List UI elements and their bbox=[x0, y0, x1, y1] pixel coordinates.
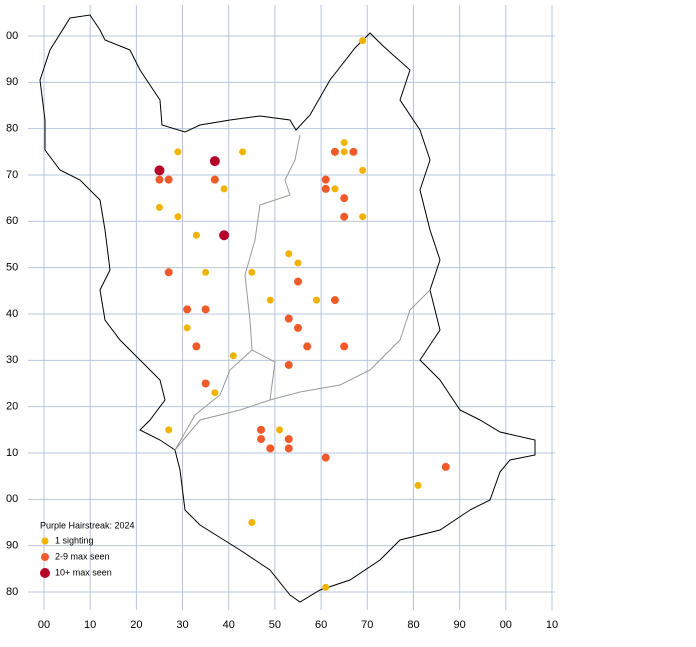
record-dot bbox=[349, 147, 358, 156]
legend-swatch bbox=[41, 537, 49, 545]
record-dot bbox=[414, 481, 422, 489]
record-dot bbox=[321, 175, 330, 184]
record-dot bbox=[441, 462, 450, 471]
record-dot bbox=[164, 268, 173, 277]
record-dot bbox=[174, 148, 182, 156]
record-dot bbox=[219, 230, 230, 241]
legend-label: 1 sighting bbox=[55, 535, 94, 545]
record-dot bbox=[201, 379, 210, 388]
y-tick-label: 40 bbox=[6, 308, 18, 320]
y-tick-label: 90 bbox=[6, 76, 18, 88]
record-dot bbox=[330, 147, 339, 156]
x-tick-label: 00 bbox=[38, 619, 50, 631]
record-dot bbox=[266, 296, 274, 304]
record-dot bbox=[165, 426, 173, 434]
y-tick-label: 80 bbox=[6, 123, 18, 135]
legend-items: 1 sighting 2-9 max seen 10+ max seen bbox=[40, 535, 112, 578]
y-tick-label: 10 bbox=[6, 447, 18, 459]
legend: Purple Hairstreak: 2024 1 sighting 2-9 ma… bbox=[40, 520, 135, 578]
record-dot bbox=[248, 519, 256, 526]
record-dot bbox=[340, 148, 348, 156]
record-dot bbox=[192, 231, 200, 239]
x-tick-label: 60 bbox=[315, 619, 327, 631]
district-boundary bbox=[251, 349, 276, 401]
legend-title: Purple Hairstreak: 2024 bbox=[40, 520, 135, 530]
y-tick-label: 90 bbox=[6, 540, 18, 552]
record-dot bbox=[330, 296, 339, 305]
x-tick-label: 10 bbox=[84, 619, 96, 631]
x-tick-label: 70 bbox=[361, 619, 373, 631]
record-dot bbox=[201, 305, 210, 314]
record-dot bbox=[340, 194, 349, 203]
record-dot bbox=[359, 37, 367, 45]
y-tick-label: 60 bbox=[6, 215, 18, 227]
record-dot bbox=[210, 175, 219, 184]
legend-label: 10+ max seen bbox=[55, 567, 112, 577]
points bbox=[154, 37, 450, 591]
y-tick-label: 20 bbox=[6, 401, 18, 413]
record-dot bbox=[340, 212, 349, 221]
y-tick-label: 70 bbox=[6, 169, 18, 181]
record-dot bbox=[340, 139, 348, 147]
y-tick-label: 30 bbox=[6, 354, 18, 366]
record-dot bbox=[154, 165, 165, 176]
record-dot bbox=[294, 277, 302, 286]
record-dot bbox=[239, 148, 247, 156]
record-dot bbox=[248, 268, 256, 276]
y-tick-label: 80 bbox=[6, 586, 18, 598]
x-tick-label: 20 bbox=[130, 619, 142, 631]
record-dot bbox=[284, 435, 293, 444]
record-dot bbox=[331, 185, 339, 193]
record-dot bbox=[284, 314, 293, 323]
record-dot bbox=[312, 296, 320, 304]
x-tick-label: 50 bbox=[269, 619, 281, 631]
record-dot bbox=[257, 425, 266, 434]
legend-swatch bbox=[40, 568, 50, 578]
x-tick-label: 40 bbox=[223, 619, 235, 631]
record-dot bbox=[202, 268, 210, 276]
record-dot bbox=[321, 184, 330, 193]
record-dot bbox=[220, 185, 228, 193]
x-tick-label: 80 bbox=[407, 619, 419, 631]
y-tick-label: 50 bbox=[6, 262, 18, 274]
district-boundary bbox=[174, 134, 301, 451]
record-dot bbox=[340, 342, 349, 351]
record-dot bbox=[284, 360, 293, 369]
legend-swatch bbox=[41, 553, 49, 561]
record-dot bbox=[276, 426, 284, 434]
y-tick-label: 00 bbox=[6, 30, 18, 42]
x-tick-label: 90 bbox=[454, 619, 466, 631]
record-dot bbox=[266, 444, 275, 453]
x-tick-label: 30 bbox=[176, 619, 188, 631]
record-dot bbox=[303, 342, 312, 351]
legend-label: 2-9 max seen bbox=[55, 551, 110, 561]
county-outline bbox=[39, 14, 536, 603]
record-dot bbox=[183, 324, 191, 332]
record-dot bbox=[257, 435, 266, 444]
record-dot bbox=[359, 166, 367, 174]
record-dot bbox=[322, 583, 330, 591]
record-dot bbox=[284, 444, 293, 453]
record-dot bbox=[183, 305, 192, 314]
record-dot bbox=[294, 259, 302, 267]
record-dot bbox=[285, 250, 293, 258]
record-dot bbox=[192, 342, 201, 351]
record-dot bbox=[155, 175, 164, 184]
record-dot bbox=[211, 389, 219, 397]
record-dot bbox=[294, 323, 302, 332]
record-dot bbox=[229, 352, 237, 360]
record-dot bbox=[174, 213, 182, 221]
x-tick-label: 10 bbox=[546, 619, 558, 631]
grid: 00 10 20 30 40 50 60 70 80 90 00 10 80 90 00 10 20 30 40 50… bbox=[6, 5, 558, 631]
record-dot bbox=[359, 213, 367, 221]
y-tick-label: 00 bbox=[6, 493, 18, 505]
record-dot bbox=[209, 156, 220, 167]
x-tick-label: 00 bbox=[500, 619, 512, 631]
district-boundary bbox=[174, 289, 431, 451]
record-dot bbox=[164, 175, 173, 184]
record-dot bbox=[155, 203, 163, 211]
record-dot bbox=[321, 453, 330, 462]
